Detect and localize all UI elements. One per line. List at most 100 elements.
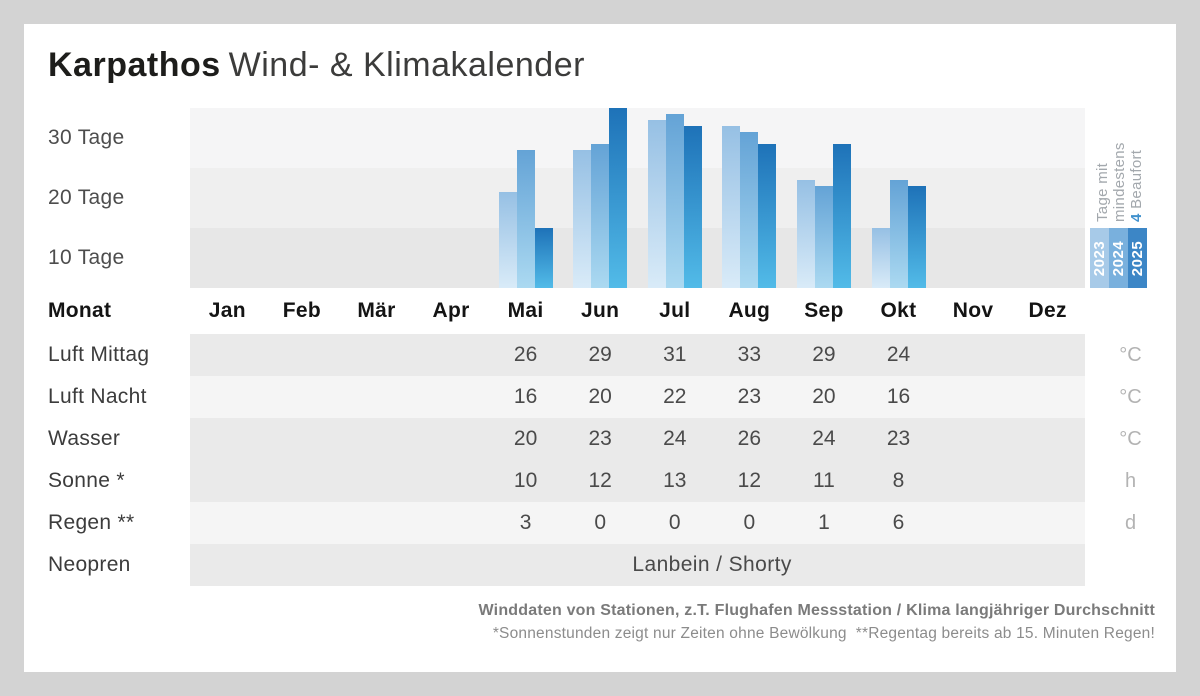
cell-nov <box>936 502 1011 544</box>
row-label: Luft Nacht <box>48 385 147 408</box>
cell-feb <box>265 460 340 502</box>
year-badge-label: 2024 <box>1110 240 1127 276</box>
month-header-dez: Dez <box>1028 299 1067 322</box>
bar-okt-2025 <box>907 186 926 288</box>
cell-dez <box>1010 376 1085 418</box>
cell-okt: 24 <box>886 343 911 366</box>
cell-mär <box>339 376 414 418</box>
bar-mai-2023 <box>498 192 517 288</box>
wind-days-bar-chart <box>190 108 1085 288</box>
beaufort-label: Beaufort <box>1128 149 1145 209</box>
table-row-wasser: Wasser 20 23 24 26 24 23 °C <box>24 418 1176 460</box>
row-label: Wasser <box>48 427 121 450</box>
bar-jul-2024 <box>665 114 684 288</box>
cell-mär <box>339 460 414 502</box>
bar-sep-2023 <box>796 180 815 288</box>
month-header-jul: Jul <box>659 299 691 322</box>
table-row-neopren: Neopren Lanbein / Shorty <box>24 544 1176 586</box>
chart-band-10-20 <box>190 168 1085 228</box>
bar-mai-2025 <box>534 228 553 288</box>
neopren-span-text: Lanbein / Shorty <box>632 553 792 576</box>
month-header-aug: Aug <box>728 299 771 322</box>
cell-nov <box>936 334 1011 376</box>
title-location: Karpathos <box>48 46 221 84</box>
cell-aug: 26 <box>737 427 762 450</box>
bar-jul-2025 <box>683 126 702 288</box>
legend-caption-line-3: 4 Beaufort <box>1128 150 1145 222</box>
cell-mär <box>339 502 414 544</box>
cell-apr <box>414 502 489 544</box>
bar-sep-2025 <box>832 144 851 288</box>
cell-mai: 20 <box>513 427 538 450</box>
bar-jul-2023 <box>647 120 666 288</box>
cell-jun: 0 <box>594 511 607 534</box>
cell-jul: 31 <box>663 343 687 366</box>
year-badge-label: 2025 <box>1129 240 1146 276</box>
cell-sep: 24 <box>812 427 836 450</box>
row-unit: °C <box>1119 343 1142 366</box>
chart-legend-caption: Tage mit mindestens 4 Beaufort <box>1094 108 1150 222</box>
cell-jun: 12 <box>588 469 612 492</box>
row-values-band: 16 20 22 23 20 16 <box>190 376 1085 418</box>
table-row-luft-nacht: Luft Nacht 16 20 22 23 20 16 °C <box>24 376 1176 418</box>
chart-year-legend: 2023 2024 2025 <box>1090 228 1147 288</box>
cell-apr <box>414 544 489 586</box>
cell-apr <box>414 460 489 502</box>
bar-jun-2025 <box>609 108 628 288</box>
month-header-nov: Nov <box>952 299 994 322</box>
cell-nov <box>936 376 1011 418</box>
bar-okt-2024 <box>889 180 908 288</box>
row-values-band: 3 0 0 0 1 6 <box>190 502 1085 544</box>
table-row-luft-mittag: Luft Mittag 26 29 31 33 29 24 °C <box>24 334 1176 376</box>
cell-feb <box>265 502 340 544</box>
cell-jan <box>190 376 265 418</box>
row-unit: °C <box>1119 385 1142 408</box>
year-badge-2024: 2024 <box>1109 228 1128 288</box>
cell-aug: 12 <box>737 469 762 492</box>
y-axis-label-30-tage: 30 Tage <box>48 126 125 149</box>
beaufort-value: 4 <box>1128 213 1145 222</box>
chart-y-axis: 30 Tage 20 Tage 10 Tage <box>48 108 178 288</box>
cell-okt: 6 <box>892 511 905 534</box>
cell-feb <box>265 334 340 376</box>
month-header-mai: Mai <box>507 299 544 322</box>
chart-band-20-30 <box>190 108 1085 168</box>
row-unit: °C <box>1119 427 1142 450</box>
month-header-feb: Feb <box>282 299 321 322</box>
row-values-band: Lanbein / Shorty <box>190 544 1085 586</box>
month-header-unit-spacer <box>1085 288 1176 334</box>
cell-apr <box>414 376 489 418</box>
cell-sep: 20 <box>812 385 836 408</box>
cell-jan <box>190 418 265 460</box>
cell-jul: 13 <box>663 469 687 492</box>
row-label: Luft Mittag <box>48 343 150 366</box>
bar-aug-2023 <box>722 126 741 288</box>
row-values-band: 10 12 13 12 11 8 <box>190 460 1085 502</box>
cell-mai: 16 <box>513 385 538 408</box>
cell-mai: 26 <box>513 343 538 366</box>
table-row-sonne: Sonne * 10 12 13 12 11 8 h <box>24 460 1176 502</box>
cell-jan <box>190 502 265 544</box>
year-badge-label: 2023 <box>1091 240 1108 276</box>
bar-jun-2024 <box>591 144 610 288</box>
month-header-apr: Apr <box>432 299 470 322</box>
row-label: Regen ** <box>48 511 135 534</box>
cell-jun: 20 <box>588 385 612 408</box>
bar-sep-2024 <box>814 186 833 288</box>
row-unit: d <box>1124 511 1137 534</box>
row-unit: h <box>1124 469 1137 492</box>
month-header-mär: Mär <box>357 299 396 322</box>
month-header-label: Monat <box>48 299 112 322</box>
month-header-jun: Jun <box>581 299 620 322</box>
row-label: Neopren <box>48 553 131 576</box>
cell-dez <box>1010 418 1085 460</box>
cell-okt: 16 <box>886 385 911 408</box>
month-header-sep: Sep <box>804 299 844 322</box>
y-axis-label-10-tage: 10 Tage <box>48 246 125 269</box>
page-title: Karpathos Wind- & Klimakalender <box>48 46 585 85</box>
cell-dez <box>1010 334 1085 376</box>
month-header-okt: Okt <box>880 299 917 322</box>
footer-asterisk-line: *Sonnenstunden zeigt nur Zeiten ohne Bew… <box>492 625 1155 642</box>
bar-aug-2025 <box>758 144 777 288</box>
